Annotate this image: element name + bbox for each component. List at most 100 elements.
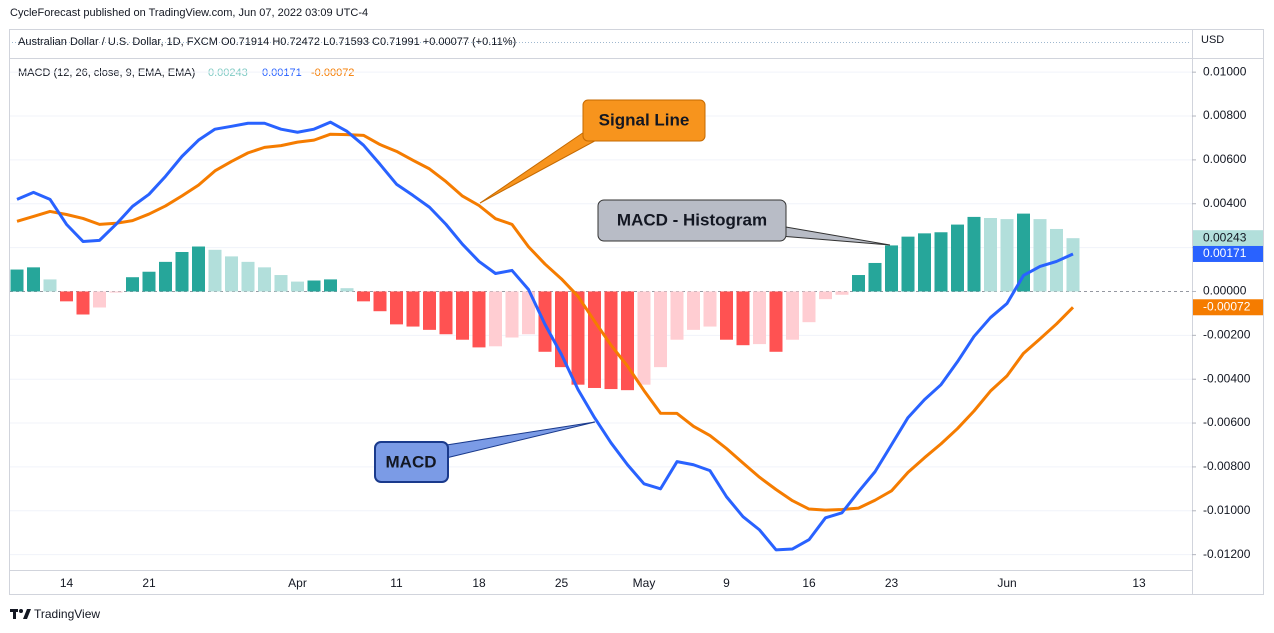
x-tick-label: 25 <box>555 576 569 590</box>
histogram-bar <box>192 246 205 292</box>
histogram-bar <box>109 291 123 293</box>
y-tick-label: -0.01200 <box>1203 547 1251 561</box>
histogram-bar <box>291 281 304 292</box>
histogram-bar <box>951 224 964 292</box>
histogram-bar <box>967 216 981 292</box>
histogram-bar <box>918 233 931 292</box>
macd-callout: MACD <box>374 421 596 483</box>
logo-part <box>23 609 31 619</box>
histogram-bar <box>60 291 73 302</box>
histogram-bar <box>802 291 816 323</box>
histogram-bar <box>1017 213 1030 292</box>
footer-brand: TradingView <box>34 607 100 621</box>
histogram-bar <box>522 291 535 335</box>
y-tick-label: 0.00800 <box>1203 108 1247 122</box>
histogram-bar <box>456 291 469 340</box>
histogram-bar <box>76 291 90 315</box>
symbol-line: Australian Dollar / U.S. Dollar, 1D, FXC… <box>18 36 516 48</box>
published-note: CycleForecast published on TradingView.c… <box>10 7 368 19</box>
frame <box>9 29 1264 595</box>
callout-text: MACD <box>386 452 437 471</box>
histogram-bar <box>175 251 189 292</box>
histogram-bar <box>868 262 882 292</box>
last-value-label: 0.00243 <box>1203 230 1247 244</box>
histogram-bar <box>126 277 139 292</box>
legend-signal-value: -0.00072 <box>311 67 354 79</box>
histogram-bar <box>324 279 337 292</box>
histogram-bar <box>637 291 651 385</box>
logo-part <box>13 609 16 619</box>
histogram-bar <box>423 291 436 330</box>
histogram-bar <box>984 218 997 292</box>
histogram-bar <box>406 291 420 327</box>
histogram-bar <box>769 291 783 352</box>
callout-box <box>582 99 706 142</box>
y-tick-label: -0.00800 <box>1203 459 1251 473</box>
histogram-bar <box>390 291 403 325</box>
histogram-bar <box>1033 219 1047 292</box>
histogram-bar <box>621 291 634 391</box>
x-tick-label: Apr <box>288 576 307 590</box>
y-tick-label: 0.00000 <box>1203 284 1247 298</box>
legend-histogram-value: 0.00243 <box>208 67 248 79</box>
callout-box <box>597 199 787 242</box>
histogram-bar <box>505 291 519 338</box>
histogram-bar <box>439 291 453 335</box>
histogram-bar <box>10 269 24 292</box>
x-tick-label: May <box>633 576 656 590</box>
last-value-label: 0.00171 <box>1203 246 1247 260</box>
y-tick-label: 0.00400 <box>1203 196 1247 210</box>
histogram-bar <box>753 291 766 345</box>
histogram-bar <box>241 261 255 292</box>
y-tick-label: -0.00200 <box>1203 328 1251 342</box>
legend-macd-value: 0.00171 <box>262 67 302 79</box>
y-tick-label: 0.01000 <box>1203 64 1247 78</box>
x-tick-label: 16 <box>802 576 816 590</box>
callout-pointer <box>779 225 891 246</box>
histogram-bar <box>225 256 238 292</box>
histogram-bar <box>142 271 156 292</box>
histogram-bar <box>588 291 601 388</box>
x-tick-label: 23 <box>885 576 899 590</box>
histogram-bar <box>340 288 354 292</box>
histogram-bar <box>27 267 40 292</box>
indicator-label: MACD (12, 26, close, 9, EMA, EMA) <box>18 67 195 79</box>
x-tick-label: 13 <box>1132 576 1146 590</box>
histogram-bar <box>307 280 321 292</box>
callout-text: MACD - Histogram <box>617 210 767 229</box>
histogram-bar <box>1000 219 1014 292</box>
x-tick-label: 21 <box>142 576 156 590</box>
x-tick-label: Jun <box>997 576 1016 590</box>
plot-area: 0.010000.008000.006000.004000.002000.000… <box>10 64 1251 590</box>
currency: USD <box>1201 34 1224 46</box>
histogram-bar <box>373 291 387 312</box>
histogram-bar <box>654 291 667 368</box>
last-value-label: -0.00072 <box>1203 299 1251 313</box>
histogram-bar <box>835 291 849 295</box>
y-tick-label: -0.00600 <box>1203 415 1251 429</box>
histogram-bar <box>1066 238 1080 292</box>
histogram-bar <box>786 291 799 340</box>
series-line <box>16 132 1075 512</box>
histogram-bar <box>472 291 486 348</box>
histogram-bar <box>357 291 370 302</box>
x-tick-label: 18 <box>472 576 486 590</box>
histogram-bar <box>901 236 915 292</box>
histogram-callout: MACD - Histogram <box>597 199 891 246</box>
y-tick-label: -0.01000 <box>1203 503 1251 517</box>
histogram-bar <box>159 261 172 292</box>
histogram-bar <box>852 275 865 292</box>
y-tick-label: 0.00600 <box>1203 152 1247 166</box>
histogram-bar <box>571 291 585 385</box>
x-tick-label: 14 <box>60 576 74 590</box>
histogram-bar <box>489 291 502 347</box>
histogram-bar <box>258 267 271 292</box>
histogram-bar <box>819 291 832 300</box>
callout-pointer <box>439 421 596 459</box>
histogram-bar <box>934 232 948 292</box>
histogram-bar <box>703 291 717 327</box>
callout-text: Signal Line <box>599 110 690 129</box>
histogram-bar <box>208 249 222 292</box>
